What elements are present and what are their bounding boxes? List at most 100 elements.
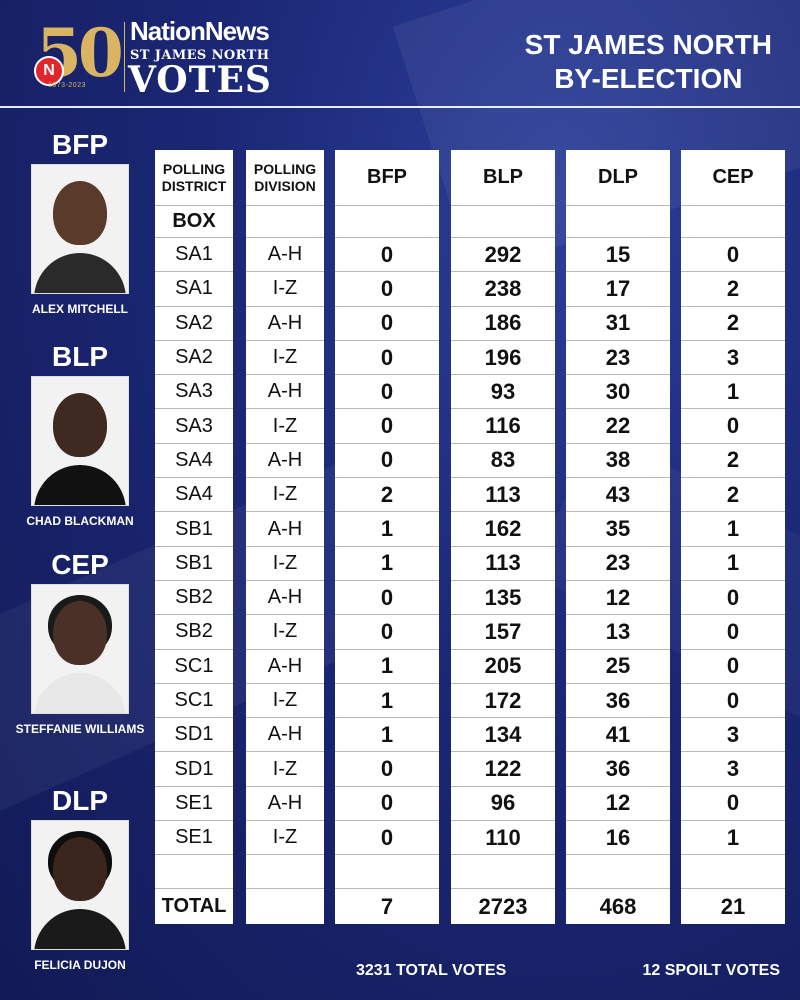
header-divider (0, 106, 800, 108)
table-cell: A-H (246, 307, 324, 341)
table-cell: 2 (681, 444, 785, 479)
shoulders-shape (34, 253, 126, 293)
table-cell: 1 (335, 650, 439, 684)
column-bfp: BFP 0 0 0 0 0 0 0 2 1 1 0 0 1 1 1 0 0 0 7 (335, 150, 439, 925)
table-cell: 0 (335, 410, 439, 444)
candidate-photo (31, 584, 129, 714)
column-header-line: POLLING (253, 160, 317, 177)
column-dlp: DLP 15 17 31 23 30 22 38 43 35 23 12 13 25 36 41 36 12 16 4… (566, 150, 670, 925)
table-cell: 0 (681, 410, 785, 444)
candidate-name: STEFFANIE WILLIAMS (15, 722, 145, 736)
page-title: ST JAMES NORTH BY-ELECTION (525, 28, 772, 96)
column-header-line: DIVISION (254, 177, 316, 194)
title-line-1: ST JAMES NORTH (524, 29, 772, 60)
table-cell: 17 (566, 272, 670, 307)
logo-years: 1973-2023 (48, 82, 86, 89)
candidate-party: BFP (52, 129, 108, 160)
table-cell: SB2 (155, 615, 233, 650)
total-cell: 2723 (478, 893, 528, 919)
table-cell: 0 (681, 238, 785, 273)
table-cell: 43 (566, 478, 670, 513)
table-cell: 1 (681, 821, 785, 856)
blank-cell (681, 855, 785, 890)
table-cell: 12 (566, 581, 670, 616)
face-shape (53, 601, 107, 665)
table-cell: 3 (681, 718, 785, 753)
candidate-party: DLP (52, 785, 108, 816)
table-cell: 186 (451, 307, 555, 341)
box-cell (681, 206, 785, 238)
table-cell: I-Z (246, 341, 324, 376)
table-cell: 12 (566, 787, 670, 822)
candidate-photo (31, 820, 129, 950)
candidate-cep: CEP STEFFANIE WILLIAMS (14, 550, 146, 737)
table-cell: 134 (451, 718, 555, 753)
table-cell: 110 (451, 821, 555, 856)
spoilt-votes: 12 SPOILT VOTES (642, 962, 780, 979)
candidate-dlp: DLP FELICIA DUJON (14, 786, 146, 973)
column-header-line: POLLING (162, 160, 226, 177)
table-cell: 157 (451, 615, 555, 650)
table-cell: SA2 (155, 307, 233, 341)
table-cell: I-Z (246, 478, 324, 513)
table-cell: 0 (335, 444, 439, 479)
nationnews-logo: 50 N 1973-2023 NationNews ST JAMES NORTH… (30, 16, 280, 101)
blank-cell (246, 855, 324, 890)
table-cell: 1 (335, 547, 439, 581)
table-cell: 292 (451, 238, 555, 273)
table-cell: 30 (566, 375, 670, 410)
table-cell: A-H (246, 238, 324, 273)
total-votes: 3231 TOTAL VOTES (356, 962, 507, 979)
table-cell: SB1 (155, 512, 233, 547)
table-cell: 1 (335, 718, 439, 753)
table-cell: 1 (681, 375, 785, 410)
box-cell (246, 206, 324, 238)
table-cell: 22 (566, 410, 670, 444)
table-cell: 0 (335, 341, 439, 376)
table-cell: A-H (246, 650, 324, 684)
table-cell: I-Z (246, 547, 324, 581)
table-cell: I-Z (246, 684, 324, 719)
logo-n-badge-icon: N (34, 56, 64, 86)
logo-votes: VOTES (128, 59, 272, 101)
column-cep: CEP 0 2 2 3 1 0 2 2 1 1 0 0 0 0 3 3 0 1 21 (681, 150, 785, 925)
table-cell: SE1 (155, 787, 233, 822)
blank-cell (566, 855, 670, 890)
table-cell: SB2 (155, 581, 233, 616)
table-cell: 0 (335, 753, 439, 787)
box-cell (451, 206, 555, 238)
table-cell: 93 (451, 375, 555, 410)
table-cell: 35 (566, 512, 670, 547)
table-cell: 83 (451, 444, 555, 479)
column-header: POLLING DISTRICT (155, 150, 233, 206)
table-cell: 205 (451, 650, 555, 684)
candidate-name: ALEX MITCHELL (32, 302, 128, 316)
table-cell: 0 (335, 581, 439, 616)
table-cell: 0 (335, 615, 439, 650)
table-cell: 2 (335, 478, 439, 513)
table-cell: 1 (681, 512, 785, 547)
column-header: DLP (566, 150, 670, 206)
box-cell (566, 206, 670, 238)
table-cell: 15 (566, 238, 670, 273)
table-cell: 38 (566, 444, 670, 479)
total-cell: 21 (720, 893, 746, 919)
face-shape (53, 393, 107, 457)
table-cell: SB1 (155, 547, 233, 581)
column-district: POLLING DISTRICT BOX SA1 SA1 SA2 SA2 SA3 SA3 SA4 S… (155, 150, 233, 925)
candidate-party: CEP (51, 549, 109, 580)
table-cell: 1 (335, 684, 439, 719)
table-cell: 25 (566, 650, 670, 684)
candidate-name: FELICIA DUJON (34, 958, 126, 972)
total-cell: 7 (380, 893, 394, 919)
box-cell (335, 206, 439, 238)
table-cell: 122 (451, 753, 555, 787)
table-cell: 196 (451, 341, 555, 376)
table-cell: 36 (566, 753, 670, 787)
table-cell: SA3 (155, 410, 233, 444)
face-shape (53, 181, 107, 245)
table-cell: A-H (246, 375, 324, 410)
table-cell: 36 (566, 684, 670, 719)
table-cell: 16 (566, 821, 670, 856)
table-cell: 0 (681, 581, 785, 616)
